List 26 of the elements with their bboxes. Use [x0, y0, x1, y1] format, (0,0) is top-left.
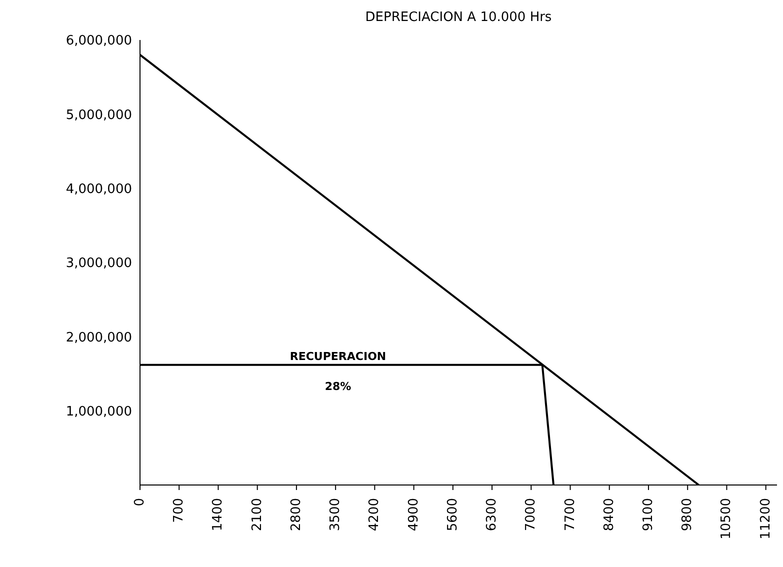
chart-title: DEPRECIACION A 10.000 Hrs	[364, 10, 553, 25]
x-tick-label: 9800	[680, 498, 696, 532]
x-tick-label: 7700	[562, 498, 578, 532]
x-tick-label: 11200	[758, 498, 774, 540]
y-tick-label: 2,000,000	[66, 330, 132, 346]
y-tick-label: 6,000,000	[66, 34, 132, 49]
x-tick-label: 700	[172, 498, 187, 523]
x-tick-label: 7000	[524, 498, 539, 532]
x-tick-label: 0	[132, 498, 148, 506]
x-tick-label: 1400	[210, 498, 226, 532]
annotation: RECUPERACION	[288, 350, 388, 363]
x-tick-label: 4200	[367, 498, 382, 532]
annotation: 28%	[324, 380, 352, 393]
x-tick-label: 8400	[602, 498, 617, 532]
x-tick-label: 2800	[288, 498, 304, 532]
y-tick-label: 5,000,000	[66, 108, 132, 123]
x-tick-label: 4900	[406, 498, 422, 532]
y-tick-label: 1,000,000	[66, 404, 132, 420]
x-tick-label: 3500	[328, 498, 344, 532]
x-tick-label: 6300	[484, 498, 500, 532]
x-tick-label: 2100	[250, 498, 265, 532]
x-tick-label: 10500	[719, 498, 734, 540]
y-tick-label: 3,000,000	[66, 256, 132, 272]
y-tick-label: 4,000,000	[66, 182, 132, 197]
x-tick-label: 9100	[640, 498, 656, 532]
x-tick-label: 5600	[445, 498, 460, 532]
